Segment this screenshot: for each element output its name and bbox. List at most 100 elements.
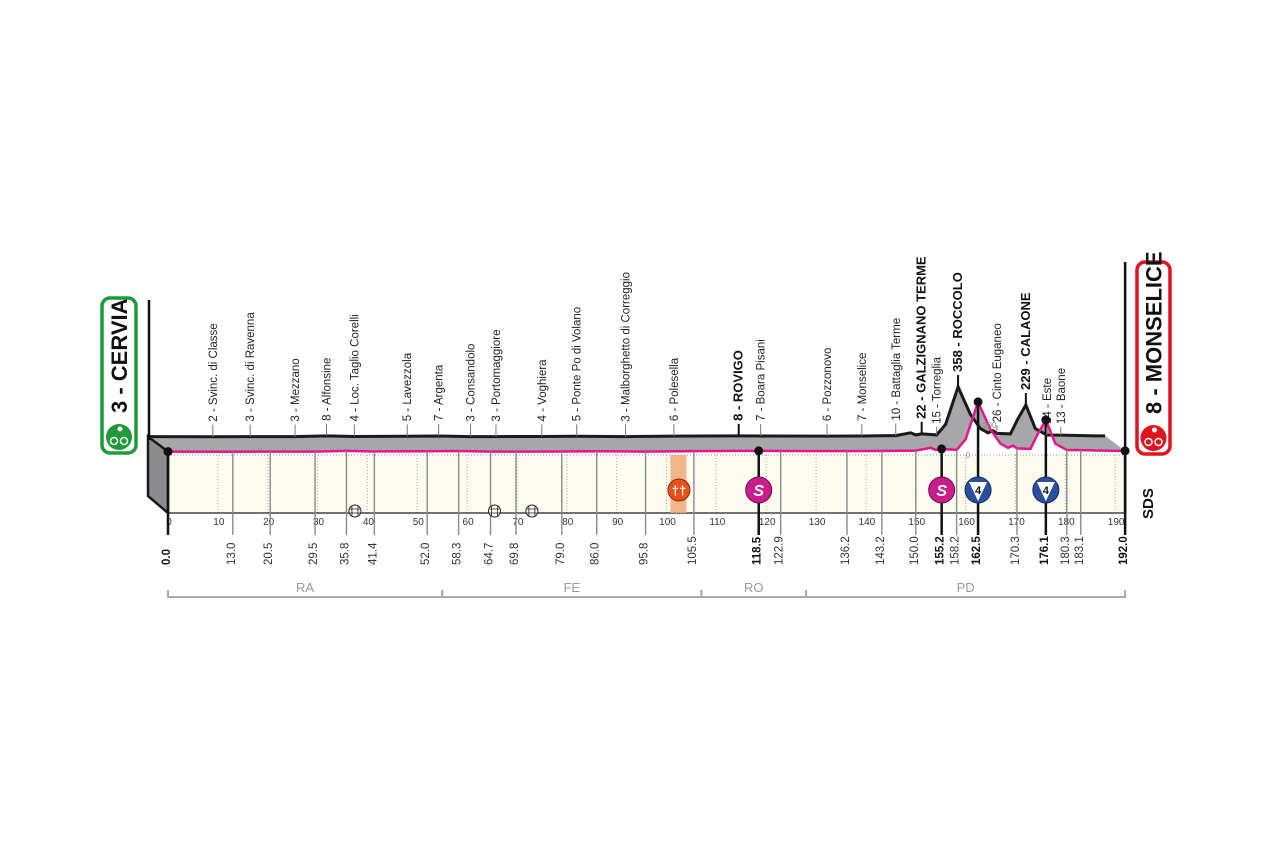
x-tick-label: 160: [958, 517, 975, 528]
province-label: FE: [563, 580, 580, 595]
town-label: 4 - Loc. Taglio Corelli: [349, 314, 361, 421]
bicycle-wheel: [1144, 437, 1153, 447]
railway-crossing-icon: [488, 504, 502, 518]
x-tick-label: 110: [709, 517, 725, 528]
x-tick-label: 10: [213, 517, 225, 528]
cyclist-head: [1152, 427, 1157, 433]
province-label: RO: [744, 580, 764, 595]
kom-category: 4: [1043, 485, 1050, 497]
waypoint-km-label: 176.1: [1039, 536, 1051, 565]
railway-crossing-icon: [348, 504, 362, 518]
town-label: 10 - Battaglia Terme: [891, 318, 903, 421]
waypoint-km-label: 79.0: [555, 543, 567, 565]
waypoint-km-label: 162.5: [971, 536, 983, 565]
x-tick-label: 140: [859, 517, 876, 528]
x-tick-label: 50: [413, 517, 425, 528]
town-label: 7 - Boara Pisani: [756, 339, 768, 421]
x-tick-label: 20: [263, 517, 275, 528]
sds-logo: SDS: [1140, 488, 1157, 519]
x-tick-label: 100: [659, 517, 676, 528]
x-tick-label: 70: [512, 517, 524, 528]
x-tick-label: 150: [908, 517, 925, 528]
y-tick-label-0: 0: [966, 451, 971, 460]
x-tick-label: 40: [363, 517, 375, 528]
kom-category: 4: [975, 485, 982, 497]
town-label: 5 - Lavezzola: [402, 352, 414, 421]
waypoint-km-label: 64.7: [484, 543, 496, 565]
waypoint-km-label: 183.1: [1074, 536, 1086, 565]
town-label: 3 - Mezzano: [290, 358, 302, 421]
x-tick-label: 130: [809, 517, 826, 528]
waypoint-km-label: 86.0: [590, 543, 602, 565]
x-tick-label: 80: [562, 517, 574, 528]
kom-triangle: [1036, 482, 1055, 501]
start-label: 3 - CERVIA: [107, 298, 132, 413]
x-tick-label: 60: [463, 517, 475, 528]
railway-crossing-icon: [525, 504, 539, 518]
start-dot: [163, 447, 173, 457]
sprint-icon: [745, 476, 773, 504]
province-label: RA: [296, 580, 314, 595]
railway-crossing-glyph: [349, 506, 360, 516]
finish-box: [1135, 260, 1172, 456]
waypoint-km-label: 180.3: [1060, 536, 1072, 565]
town-label: 15 - Torreglia: [932, 356, 944, 424]
waypoint-km-label: 69.8: [509, 543, 521, 565]
waypoint-dot: [754, 446, 764, 456]
town-label: 3 - Consandolo: [466, 344, 478, 422]
sprint-label: S: [936, 483, 947, 500]
town-label: 8 - ROVIGO: [731, 350, 746, 421]
waypoint-dot: [1041, 415, 1051, 425]
waypoint-km-label: 20.5: [263, 543, 275, 565]
bicycle-wheel: [109, 436, 119, 446]
road-line: [167, 398, 1126, 453]
town-label: 3 - Malborghetto di Correggio: [621, 272, 633, 422]
town-label: 2 - Svinc. di Classe: [208, 323, 220, 421]
town-label: 7 - Argenta: [434, 364, 446, 421]
waypoint-km-label: 29.5: [308, 543, 320, 565]
profile-top-surface: [148, 386, 1126, 452]
province-label: PD: [957, 580, 975, 595]
town-label: 5 - Ponte Po di Volano: [572, 307, 584, 421]
x-tick-label: 190: [1108, 517, 1125, 528]
town-label: 7 - Monselice: [857, 353, 869, 421]
bicycle-wheel: [1154, 437, 1163, 447]
waypoint-km-label: 41.4: [367, 542, 379, 565]
waypoint-km-label: 0.0: [161, 549, 173, 565]
sprint-label: S: [753, 483, 764, 500]
town-label: 229 - CALAONE: [1018, 292, 1033, 390]
railway-crossing-glyph: [526, 506, 537, 516]
waypoint-km-label: 118.5: [752, 536, 764, 565]
x-tick-label: 90: [612, 517, 624, 528]
waypoint-km-label: 158.2: [950, 536, 962, 565]
start-box: [100, 296, 138, 455]
waypoint-km-label: 105.5: [687, 536, 699, 565]
cyclist-head: [117, 426, 123, 432]
town-label: 4 - Voghiera: [537, 359, 549, 422]
town-label: 26 - Cinto Euganeo: [992, 323, 1004, 422]
waypoint-dot: [973, 397, 983, 407]
waypoint-km-label: 52.0: [420, 543, 432, 565]
waypoint-km-label: 143.2: [875, 536, 887, 565]
waypoint-km-label: 155.2: [935, 536, 947, 565]
bicycle-wheel: [119, 436, 129, 446]
town-label: 3 - Portomaggiore: [491, 330, 503, 422]
town-label: 8 - Alfonsine: [321, 358, 333, 421]
railway-crossing-glyph: [489, 506, 500, 516]
town-label: 22 - GALZIGNANO TERME: [914, 256, 929, 419]
waypoint-dot: [937, 444, 947, 454]
x-tick-label: 120: [759, 517, 776, 528]
y-tick-label-200: 200: [983, 421, 997, 430]
town-label: 6 - Pozzonovo: [822, 348, 834, 422]
waypoint-km-label: 122.9: [774, 536, 786, 565]
waypoint-km-label: 136.2: [840, 536, 852, 565]
sprint-icon: [928, 476, 956, 504]
x-tick-label: 30: [313, 517, 325, 528]
waypoint-km-label: 35.8: [339, 543, 351, 565]
waypoint-km-label: 13.0: [226, 543, 238, 565]
kom-triangle: [969, 482, 988, 501]
fork-knife-glyph: ††: [672, 483, 686, 498]
town-label: 13 - Baone: [1056, 368, 1068, 424]
waypoint-km-label: 170.3: [1010, 536, 1022, 565]
